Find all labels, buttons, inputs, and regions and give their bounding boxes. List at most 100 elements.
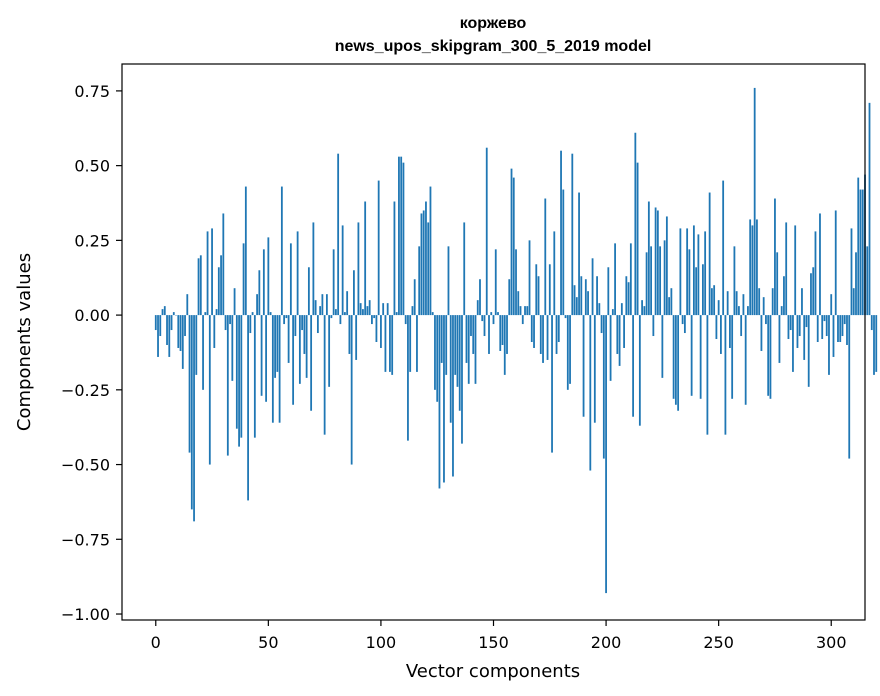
bar-component-252 [722, 180, 725, 316]
bar-component-17 [193, 315, 195, 522]
bar-component-58 [285, 315, 288, 319]
bar-component-175 [548, 264, 551, 316]
bar-component-267 [756, 219, 758, 316]
bar-component-24 [208, 315, 211, 465]
bar-component-232 [677, 315, 680, 411]
bar-component-64 [298, 315, 301, 384]
bar-component-88 [353, 270, 355, 316]
bar-component-109 [400, 156, 403, 316]
bar-component-283 [792, 315, 794, 372]
bar-component-193 [589, 315, 592, 471]
bar-component-198 [600, 315, 603, 334]
bar-component-28 [217, 267, 220, 316]
bar-component-319 [873, 315, 875, 375]
x-tick-label: 0 [151, 633, 161, 652]
bar-component-122 [429, 186, 432, 316]
bar-component-261 [742, 294, 745, 316]
bar-component-105 [391, 315, 394, 375]
bar-component-65 [301, 315, 304, 331]
bar-component-277 [778, 315, 781, 363]
bar-component-93 [364, 201, 367, 316]
bar-component-62 [294, 315, 297, 337]
bar-component-240 [695, 267, 698, 316]
x-tick-label: 50 [258, 633, 278, 652]
bar-component-148 [488, 315, 490, 354]
bar-component-196 [596, 276, 598, 316]
bar-component-227 [665, 216, 668, 316]
bar-component-300 [830, 294, 833, 316]
bar-component-202 [609, 315, 612, 381]
bar-component-230 [672, 315, 675, 399]
bar-component-26 [213, 315, 216, 348]
bar-component-130 [447, 246, 450, 316]
bar-component-207 [620, 303, 623, 316]
bar-component-214 [636, 162, 639, 316]
bar-component-40 [244, 186, 247, 316]
bar-component-222 [654, 207, 657, 316]
bar-component-286 [798, 315, 801, 337]
bar-component-119 [422, 210, 425, 316]
bar-component-55 [278, 315, 281, 423]
bar-component-60 [289, 243, 292, 316]
bar-component-63 [296, 231, 299, 316]
bar-component-184 [569, 315, 571, 384]
bar-component-44 [253, 315, 256, 438]
bar-component-312 [857, 177, 860, 316]
bar-component-155 [503, 315, 506, 375]
bar-component-221 [652, 315, 655, 337]
bar-component-116 [416, 315, 418, 372]
bar-component-190 [582, 315, 585, 417]
bar-component-307 [846, 315, 848, 345]
bar-component-23 [206, 231, 209, 316]
x-tick-label: 300 [816, 633, 847, 652]
bar-component-287 [801, 288, 803, 316]
bar-component-143 [476, 300, 479, 316]
bar-component-79 [332, 249, 335, 316]
bar-component-33 [229, 315, 231, 325]
bar-component-91 [359, 303, 362, 316]
y-tick-label: 0.75 [74, 82, 110, 101]
bar-component-308 [848, 315, 851, 459]
bar-component-21 [202, 315, 204, 390]
bar-component-262 [744, 315, 747, 405]
bar-component-31 [224, 315, 227, 331]
bar-component-256 [731, 315, 734, 399]
bar-component-176 [551, 315, 553, 453]
bar-component-102 [384, 315, 387, 372]
bar-component-276 [776, 252, 779, 316]
bar-component-258 [735, 291, 738, 316]
bar-component-117 [418, 246, 421, 316]
bar-component-152 [497, 312, 499, 316]
bar-component-94 [366, 306, 369, 316]
bar-component-241 [697, 234, 700, 316]
bar-component-76 [325, 294, 328, 316]
bar-component-164 [524, 306, 526, 316]
bar-component-126 [438, 315, 441, 489]
bar-component-75 [323, 315, 326, 435]
bar-component-157 [508, 279, 511, 316]
bar-component-22 [204, 312, 207, 316]
bar-component-112 [407, 315, 409, 441]
bar-component-294 [816, 315, 819, 342]
bar-component-121 [427, 222, 430, 316]
bar-component-171 [539, 315, 542, 354]
bar-component-34 [231, 315, 234, 381]
bar-component-15 [188, 315, 191, 453]
bar-component-53 [274, 315, 277, 378]
bar-component-236 [686, 228, 689, 316]
bar-component-298 [825, 315, 828, 337]
bar-component-136 [461, 315, 463, 444]
bar-component-203 [611, 309, 614, 316]
bar-component-150 [492, 315, 495, 325]
bar-component-133 [454, 315, 457, 375]
bar-component-2 [159, 315, 162, 337]
bar-component-209 [625, 276, 628, 316]
bar-component-35 [233, 288, 236, 316]
bar-component-84 [343, 312, 346, 316]
bar-component-97 [373, 315, 376, 319]
bar-component-249 [715, 315, 718, 340]
bar-component-301 [832, 315, 835, 357]
bar-component-82 [339, 315, 342, 325]
bar-component-13 [184, 315, 186, 337]
